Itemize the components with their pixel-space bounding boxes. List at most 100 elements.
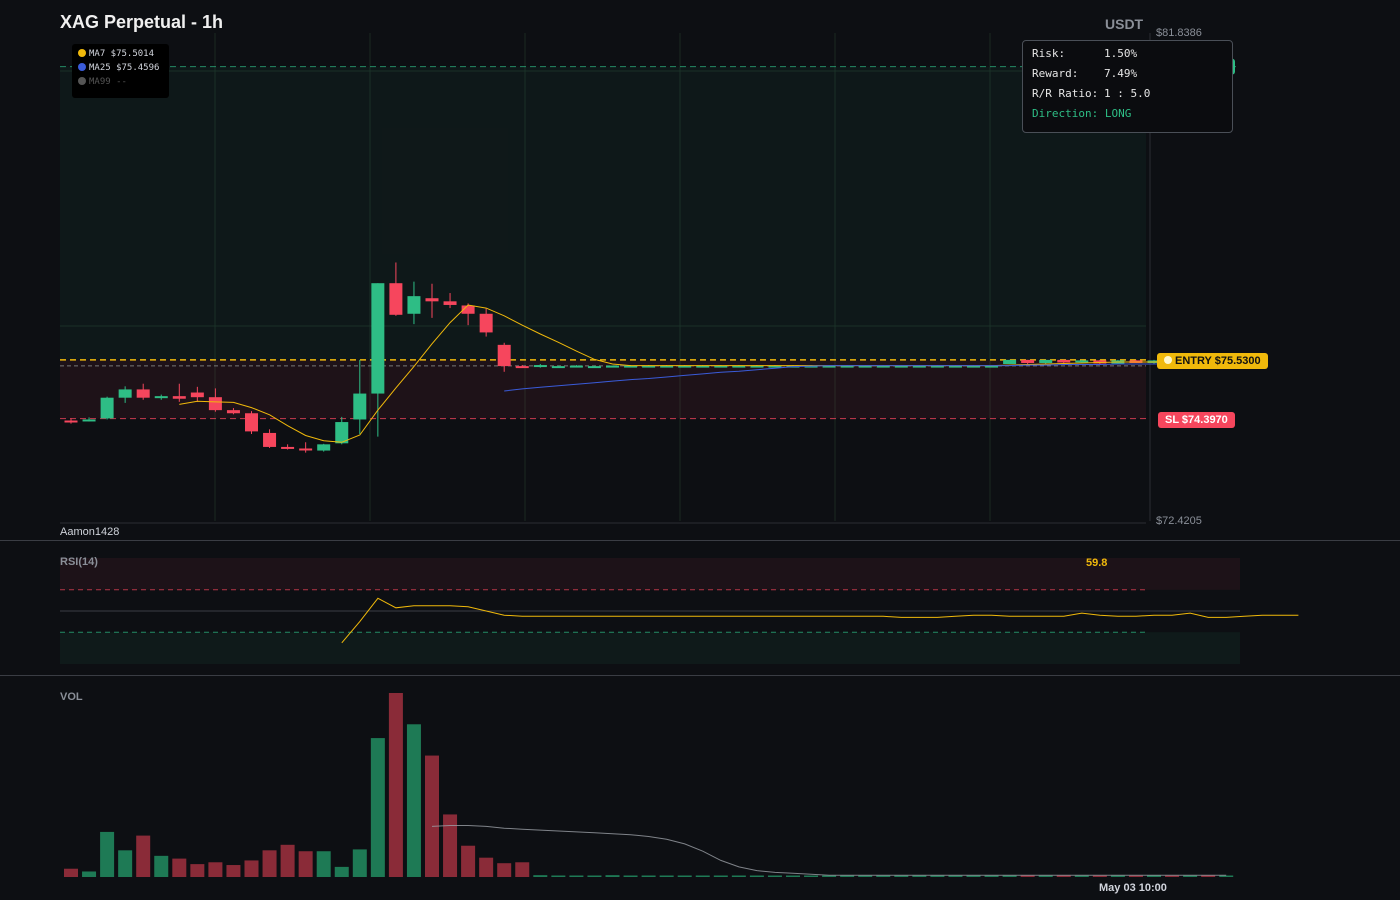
rr-ratio-label: R/R Ratio: xyxy=(1032,87,1099,100)
candle-body xyxy=(443,301,457,305)
candle-body xyxy=(479,313,493,333)
volume-bar xyxy=(497,863,512,877)
price-axis-bottom: $72.4205 xyxy=(1156,515,1202,527)
candle-body xyxy=(335,422,349,444)
volume-bar xyxy=(1183,875,1198,877)
candle-body xyxy=(461,305,475,314)
volume-bar xyxy=(713,875,728,877)
candle-body xyxy=(136,389,150,398)
candle-body xyxy=(226,410,240,414)
candle-body xyxy=(642,365,656,368)
candle-body xyxy=(299,448,313,451)
volume-bar xyxy=(948,875,963,877)
candle-body xyxy=(587,366,601,369)
candle-body xyxy=(1093,360,1107,364)
rsi-chart[interactable] xyxy=(0,0,1400,680)
pane-divider[interactable] xyxy=(0,675,1400,676)
volume-bar xyxy=(226,865,241,877)
candle-body xyxy=(1057,359,1071,363)
entry-price-text: ENTRY $75.5300 xyxy=(1175,355,1261,367)
volume-bar xyxy=(659,875,674,877)
volume-bar xyxy=(118,850,133,877)
candle-body xyxy=(425,298,439,302)
rsi-oversold-zone xyxy=(60,632,1240,664)
volume-bar xyxy=(1219,875,1234,877)
volume-bar xyxy=(731,875,746,877)
candle-body xyxy=(894,365,908,368)
candle-body xyxy=(660,365,674,368)
chart-title: XAG Perpetual - 1h xyxy=(60,12,224,32)
ma7-dot-icon xyxy=(78,49,86,57)
candle-body xyxy=(172,396,186,399)
volume-bar xyxy=(352,849,367,877)
volume-bar xyxy=(479,857,494,877)
ma25-dot-icon xyxy=(78,63,86,71)
ma99-dot-icon xyxy=(78,77,86,85)
volume-bar xyxy=(677,875,692,877)
candle-body xyxy=(82,419,96,422)
entry-coin-icon xyxy=(1164,356,1172,364)
candle-body xyxy=(100,397,114,419)
volume-bar xyxy=(966,875,981,877)
volume-bar xyxy=(587,875,602,877)
profit-zone xyxy=(60,66,1146,360)
volume-bar xyxy=(569,875,584,877)
legend-ma99-label: MA99 -- xyxy=(89,77,127,87)
volume-bar xyxy=(804,875,819,877)
ma7-line xyxy=(179,304,1227,443)
volume-bar xyxy=(1128,875,1143,877)
volume-bar xyxy=(930,875,945,877)
candle-body xyxy=(930,365,944,368)
candle-body xyxy=(371,283,385,394)
candle-body xyxy=(750,365,764,368)
direction-label: Direction: LONG xyxy=(1032,107,1132,120)
legend-ma7-label: MA7 $75.5014 xyxy=(89,49,155,59)
volume-bar xyxy=(876,875,891,877)
volume-bar xyxy=(840,875,855,877)
volume-bar xyxy=(100,831,115,877)
candle-body xyxy=(118,389,132,398)
candle-body xyxy=(624,365,638,368)
entry-price-tag[interactable]: ENTRY $75.5300 xyxy=(1157,353,1268,369)
price-axis-top: $81.8386 xyxy=(1156,27,1202,39)
candle-body xyxy=(696,365,710,368)
volume-ma-line xyxy=(431,825,1227,876)
volume-bar xyxy=(984,875,999,877)
candle-body xyxy=(840,365,854,368)
candle-body xyxy=(1021,359,1035,363)
candle-body xyxy=(281,446,295,449)
candle-body xyxy=(515,366,529,369)
rsi-label: RSI(14) xyxy=(60,556,98,568)
volume-bar xyxy=(334,866,349,877)
rsi-line xyxy=(341,597,1299,644)
volume-bar xyxy=(822,875,837,877)
legend-ma25-label: MA25 $75.4596 xyxy=(89,63,160,73)
candle-body xyxy=(497,344,511,367)
volume-bar xyxy=(786,875,800,877)
candle-body xyxy=(1039,359,1053,363)
candle-body xyxy=(1003,359,1017,365)
volume-bar xyxy=(641,875,656,877)
volume-bar xyxy=(370,738,385,877)
candle-body xyxy=(190,392,204,398)
candle-body xyxy=(948,365,962,368)
risk-value: 1.50% xyxy=(1104,47,1138,60)
volume-bar xyxy=(82,871,97,877)
volume-bar xyxy=(280,844,295,877)
volume-bar xyxy=(858,875,873,877)
pane-divider[interactable] xyxy=(0,540,1400,541)
volume-bar xyxy=(1056,875,1071,877)
loss-zone xyxy=(60,359,1146,419)
candle-body xyxy=(967,365,980,368)
price-chart[interactable] xyxy=(0,0,1400,540)
candle-body xyxy=(732,365,746,368)
stop-loss-text: SL $74.3970 xyxy=(1165,414,1228,426)
rr-ratio-value: 1 : 5.0 xyxy=(1104,87,1151,100)
volume-bar xyxy=(298,851,313,877)
volume-bar xyxy=(605,875,620,877)
volume-bar xyxy=(316,851,331,877)
volume-bar xyxy=(623,875,638,877)
stop-loss-tag[interactable]: SL $74.3970 xyxy=(1158,412,1235,428)
candle-body xyxy=(263,432,277,447)
